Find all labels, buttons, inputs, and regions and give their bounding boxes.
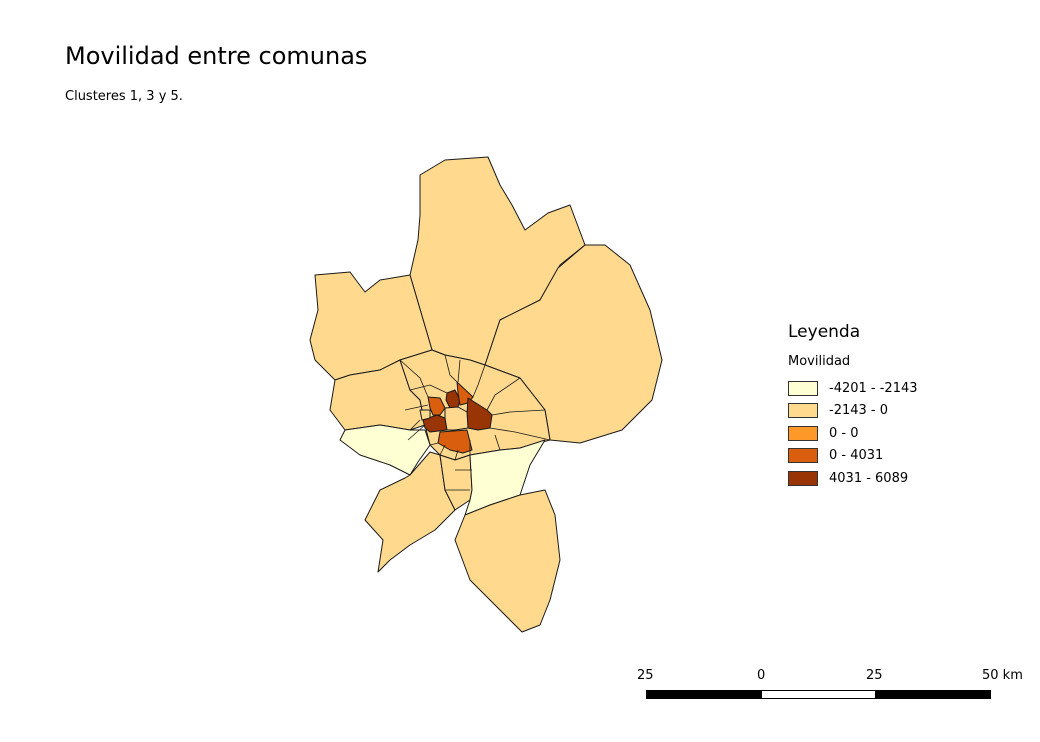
comuna-boundary xyxy=(489,427,551,441)
comuna-polygon xyxy=(419,409,431,421)
comuna-boundary xyxy=(454,449,459,461)
comuna-boundary xyxy=(457,359,461,383)
comuna-boundary xyxy=(439,444,446,456)
comuna-boundary xyxy=(431,349,458,383)
comuna-boundary xyxy=(486,377,521,411)
scale-label: 50 km xyxy=(982,668,1023,683)
legend-swatch xyxy=(788,425,818,441)
legend-label: 0 - 0 xyxy=(829,425,859,441)
comuna-boundary xyxy=(491,409,546,416)
comuna-polygon xyxy=(444,406,469,431)
comuna-boundary xyxy=(399,359,429,398)
legend-item: 4031 - 6089 xyxy=(788,467,918,490)
comuna-polygon xyxy=(484,244,663,444)
legend-layer-name: Movilidad xyxy=(788,354,851,369)
comuna-polygon xyxy=(427,396,446,416)
comuna-boundary xyxy=(404,404,429,411)
map-title: Movilidad entre comunas xyxy=(65,42,368,70)
legend-item: 0 - 0 xyxy=(788,422,918,445)
legend-swatch xyxy=(788,470,818,486)
legend-item: 0 - 4031 xyxy=(788,445,918,468)
legend-swatch xyxy=(788,380,818,396)
legend-item: -4201 - -2143 xyxy=(788,377,918,400)
comuna-boundary xyxy=(494,434,501,451)
scale-segment xyxy=(875,690,991,699)
map-subtitle: Clusteres 1, 3 y 5. xyxy=(65,89,183,104)
comuna-polygon xyxy=(454,489,561,633)
legend-swatch xyxy=(788,448,818,464)
comuna-boundary xyxy=(407,424,426,441)
comuna-boundary xyxy=(409,384,448,394)
scale-label: 25 xyxy=(637,668,654,683)
legend-label: -2143 - 0 xyxy=(829,403,889,419)
legend-title: Leyenda xyxy=(788,322,861,342)
legend-item: -2143 - 0 xyxy=(788,400,918,423)
scale-label: 0 xyxy=(757,668,766,683)
comuna-boundary xyxy=(472,364,486,398)
legend-label: -4201 - -2143 xyxy=(829,380,918,396)
legend-swatch xyxy=(788,403,818,419)
scale-segment xyxy=(646,690,761,699)
legend: Leyenda Movilidad -4201 - -2143 -2143 - … xyxy=(788,322,918,490)
legend-label: 4031 - 6089 xyxy=(829,470,909,486)
comuna-boundary xyxy=(409,419,421,431)
comuna-boundary xyxy=(429,442,439,446)
scale-label: 25 xyxy=(866,668,883,683)
legend-label: 0 - 4031 xyxy=(829,448,884,464)
scale-segment xyxy=(761,690,876,699)
